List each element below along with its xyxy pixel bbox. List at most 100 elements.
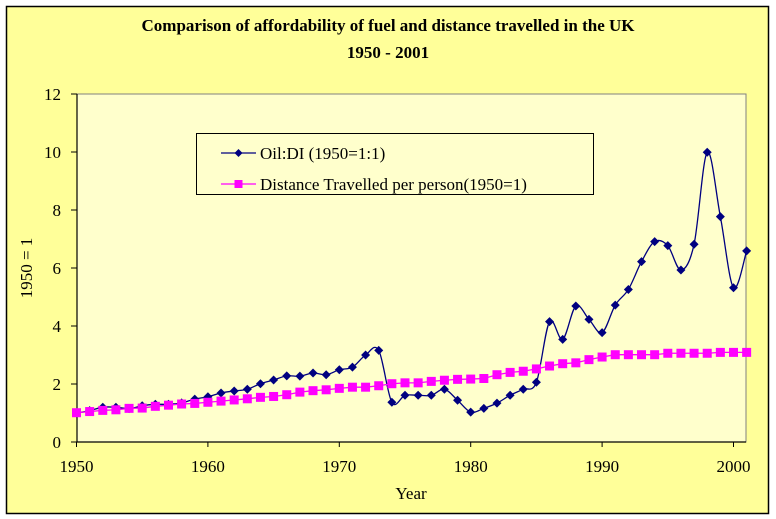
data-point-1969 [321,385,331,395]
data-point-1978 [439,384,449,394]
data-point-1972 [361,382,371,392]
data-point-1963 [242,394,252,404]
data-point-1996 [676,348,686,358]
series-line [76,351,747,414]
y-tick-label: 6 [53,259,62,278]
data-point-1988 [571,301,581,311]
data-point-1974 [387,379,397,389]
series-distance-travelled [72,347,752,418]
data-point-1962 [229,386,239,396]
x-tick-label: 1970 [322,457,356,476]
data-point-2001 [742,246,752,256]
data-point-1983 [505,367,515,377]
y-axis-label: 1950 = 1 [17,238,36,299]
legend-box [196,133,594,195]
x-tick-label: 1960 [191,457,225,476]
data-point-1990 [597,328,607,338]
data-point-1975 [400,378,410,388]
data-point-1974 [387,397,397,407]
data-point-1985 [531,364,541,374]
data-point-1970 [334,365,344,375]
data-point-1993 [637,257,647,267]
data-point-1954 [124,403,134,413]
data-point-1975 [400,390,410,400]
data-point-1955 [137,403,147,413]
data-point-1992 [623,350,633,360]
data-point-1951 [85,407,95,417]
data-point-2001 [742,347,752,357]
data-point-1981 [479,403,489,413]
data-point-1985 [531,377,541,387]
legend-square-marker-icon [234,180,243,188]
data-point-1963 [242,384,252,394]
data-point-1953 [111,405,121,415]
chart-title: Comparison of affordability of fuel and … [142,16,636,35]
y-tick-label: 8 [53,201,62,220]
data-point-1979 [453,374,463,384]
series-oil-di [72,147,752,418]
data-point-1995 [663,241,673,251]
legend-diamond-marker-icon [234,149,243,157]
data-point-1962 [229,395,239,405]
data-point-1964 [255,379,265,389]
data-point-1964 [255,392,265,402]
chart-subtitle: 1950 - 2001 [347,43,429,62]
data-point-1994 [650,237,660,247]
data-point-1968 [308,386,318,396]
data-point-1988 [571,358,581,368]
data-point-1971 [347,362,357,372]
legend-item-distance: Distance Travelled per person(1950=1) [221,175,527,194]
data-point-1997 [689,348,699,358]
legend-item-oil-di: Oil:DI (1950=1:1) [221,144,385,163]
data-point-1981 [479,373,489,383]
data-point-1971 [347,382,357,392]
data-point-1986 [545,361,555,371]
data-point-1999 [715,347,725,357]
data-point-2000 [729,283,738,293]
x-tick-label: 1980 [454,457,488,476]
data-point-1989 [584,314,594,324]
data-point-1983 [505,390,515,400]
y-tick-label: 0 [53,433,62,452]
x-tick-label: 2000 [717,457,751,476]
legend-label-distance: Distance Travelled per person(1950=1) [260,175,527,194]
x-axis-ticks: 1950 1960 1970 1980 1990 2000 [60,442,751,476]
data-point-1992 [623,284,633,294]
y-tick-label: 10 [44,143,61,162]
x-tick-label: 1990 [585,457,619,476]
data-point-1997 [689,239,699,249]
data-point-1950 [72,408,81,418]
data-point-1989 [584,355,594,365]
series-layer [72,147,752,418]
data-point-1980 [466,374,476,384]
data-point-1973 [374,345,384,355]
data-point-1984 [518,366,528,376]
data-point-1977 [426,390,436,400]
data-point-1972 [361,350,371,360]
y-tick-label: 12 [44,85,61,104]
data-point-1996 [676,265,686,275]
data-point-1976 [413,390,423,400]
data-point-1961 [216,388,226,398]
data-point-1987 [558,359,568,369]
x-axis-label: Year [395,484,427,503]
data-point-1967 [295,371,305,381]
data-point-1959 [190,398,200,408]
data-point-1999 [715,212,725,222]
y-tick-label: 2 [53,375,62,394]
data-point-1995 [663,348,673,358]
data-point-1969 [321,370,331,380]
data-point-1957 [163,400,173,410]
data-point-1982 [492,398,502,408]
data-point-1991 [610,300,620,310]
data-point-1982 [492,370,502,380]
data-point-1990 [597,352,607,362]
data-point-1965 [269,391,279,401]
data-point-1961 [216,396,226,406]
y-axis-ticks: 0 2 4 6 8 10 12 [44,85,77,452]
x-tick-label: 1950 [60,457,94,476]
data-point-1991 [610,350,620,360]
data-point-1952 [98,405,108,415]
data-point-2000 [729,347,738,357]
